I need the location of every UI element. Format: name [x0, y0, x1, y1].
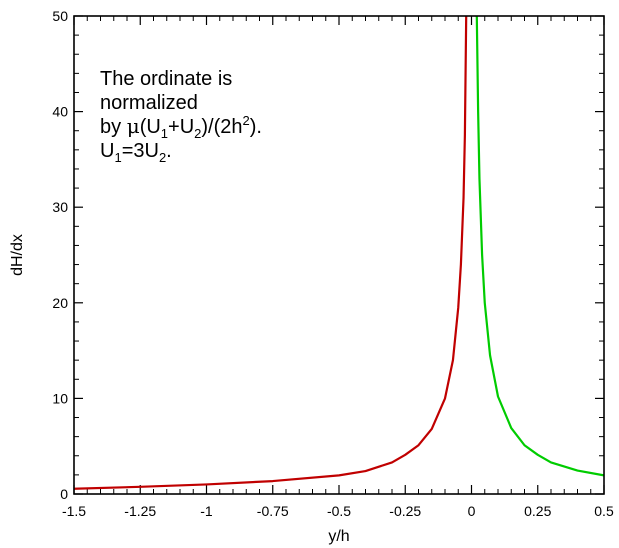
- y-tick-label: 50: [52, 8, 68, 24]
- annotation-line-3: by μ(U1+U2)/(2h2).: [100, 113, 262, 141]
- y-tick-label: 0: [60, 486, 68, 502]
- annotation-line-4: U1=3U2.: [100, 140, 172, 165]
- x-tick-label: -1.25: [124, 503, 156, 519]
- annotation-box: The ordinate is normalized by μ(U1+U2)/(…: [100, 68, 262, 165]
- tick-labels-group: -1.5 -1.25 -1 -0.75 -0.5 -0.25 0 0.25 0.5 0 10 20 30…: [52, 8, 614, 519]
- y-axis-title: dH/dx: [9, 234, 26, 276]
- series-line-green: [475, 15, 605, 477]
- series-line-red: [73, 15, 468, 490]
- y-tick-label: 40: [52, 104, 68, 120]
- x-tick-label: 0.5: [594, 503, 614, 519]
- x-tick-label: -0.5: [327, 503, 351, 519]
- y-tick-label: 30: [52, 199, 68, 215]
- y-tick-label: 10: [52, 390, 68, 406]
- x-tick-label: 0: [468, 503, 476, 519]
- x-tick-label: -1: [200, 503, 213, 519]
- x-tick-label: -0.25: [389, 503, 421, 519]
- plot-lines: [73, 15, 605, 490]
- annotation-line-2: normalized: [100, 92, 198, 114]
- x-tick-label: -0.75: [257, 503, 289, 519]
- x-tick-label: 0.25: [524, 503, 551, 519]
- y-tick-label: 20: [52, 295, 68, 311]
- annotation-line-1: The ordinate is: [100, 68, 232, 90]
- plot-frame: [73, 15, 605, 495]
- x-axis-title: y/h: [328, 528, 349, 545]
- x-tick-label: -1.5: [62, 503, 86, 519]
